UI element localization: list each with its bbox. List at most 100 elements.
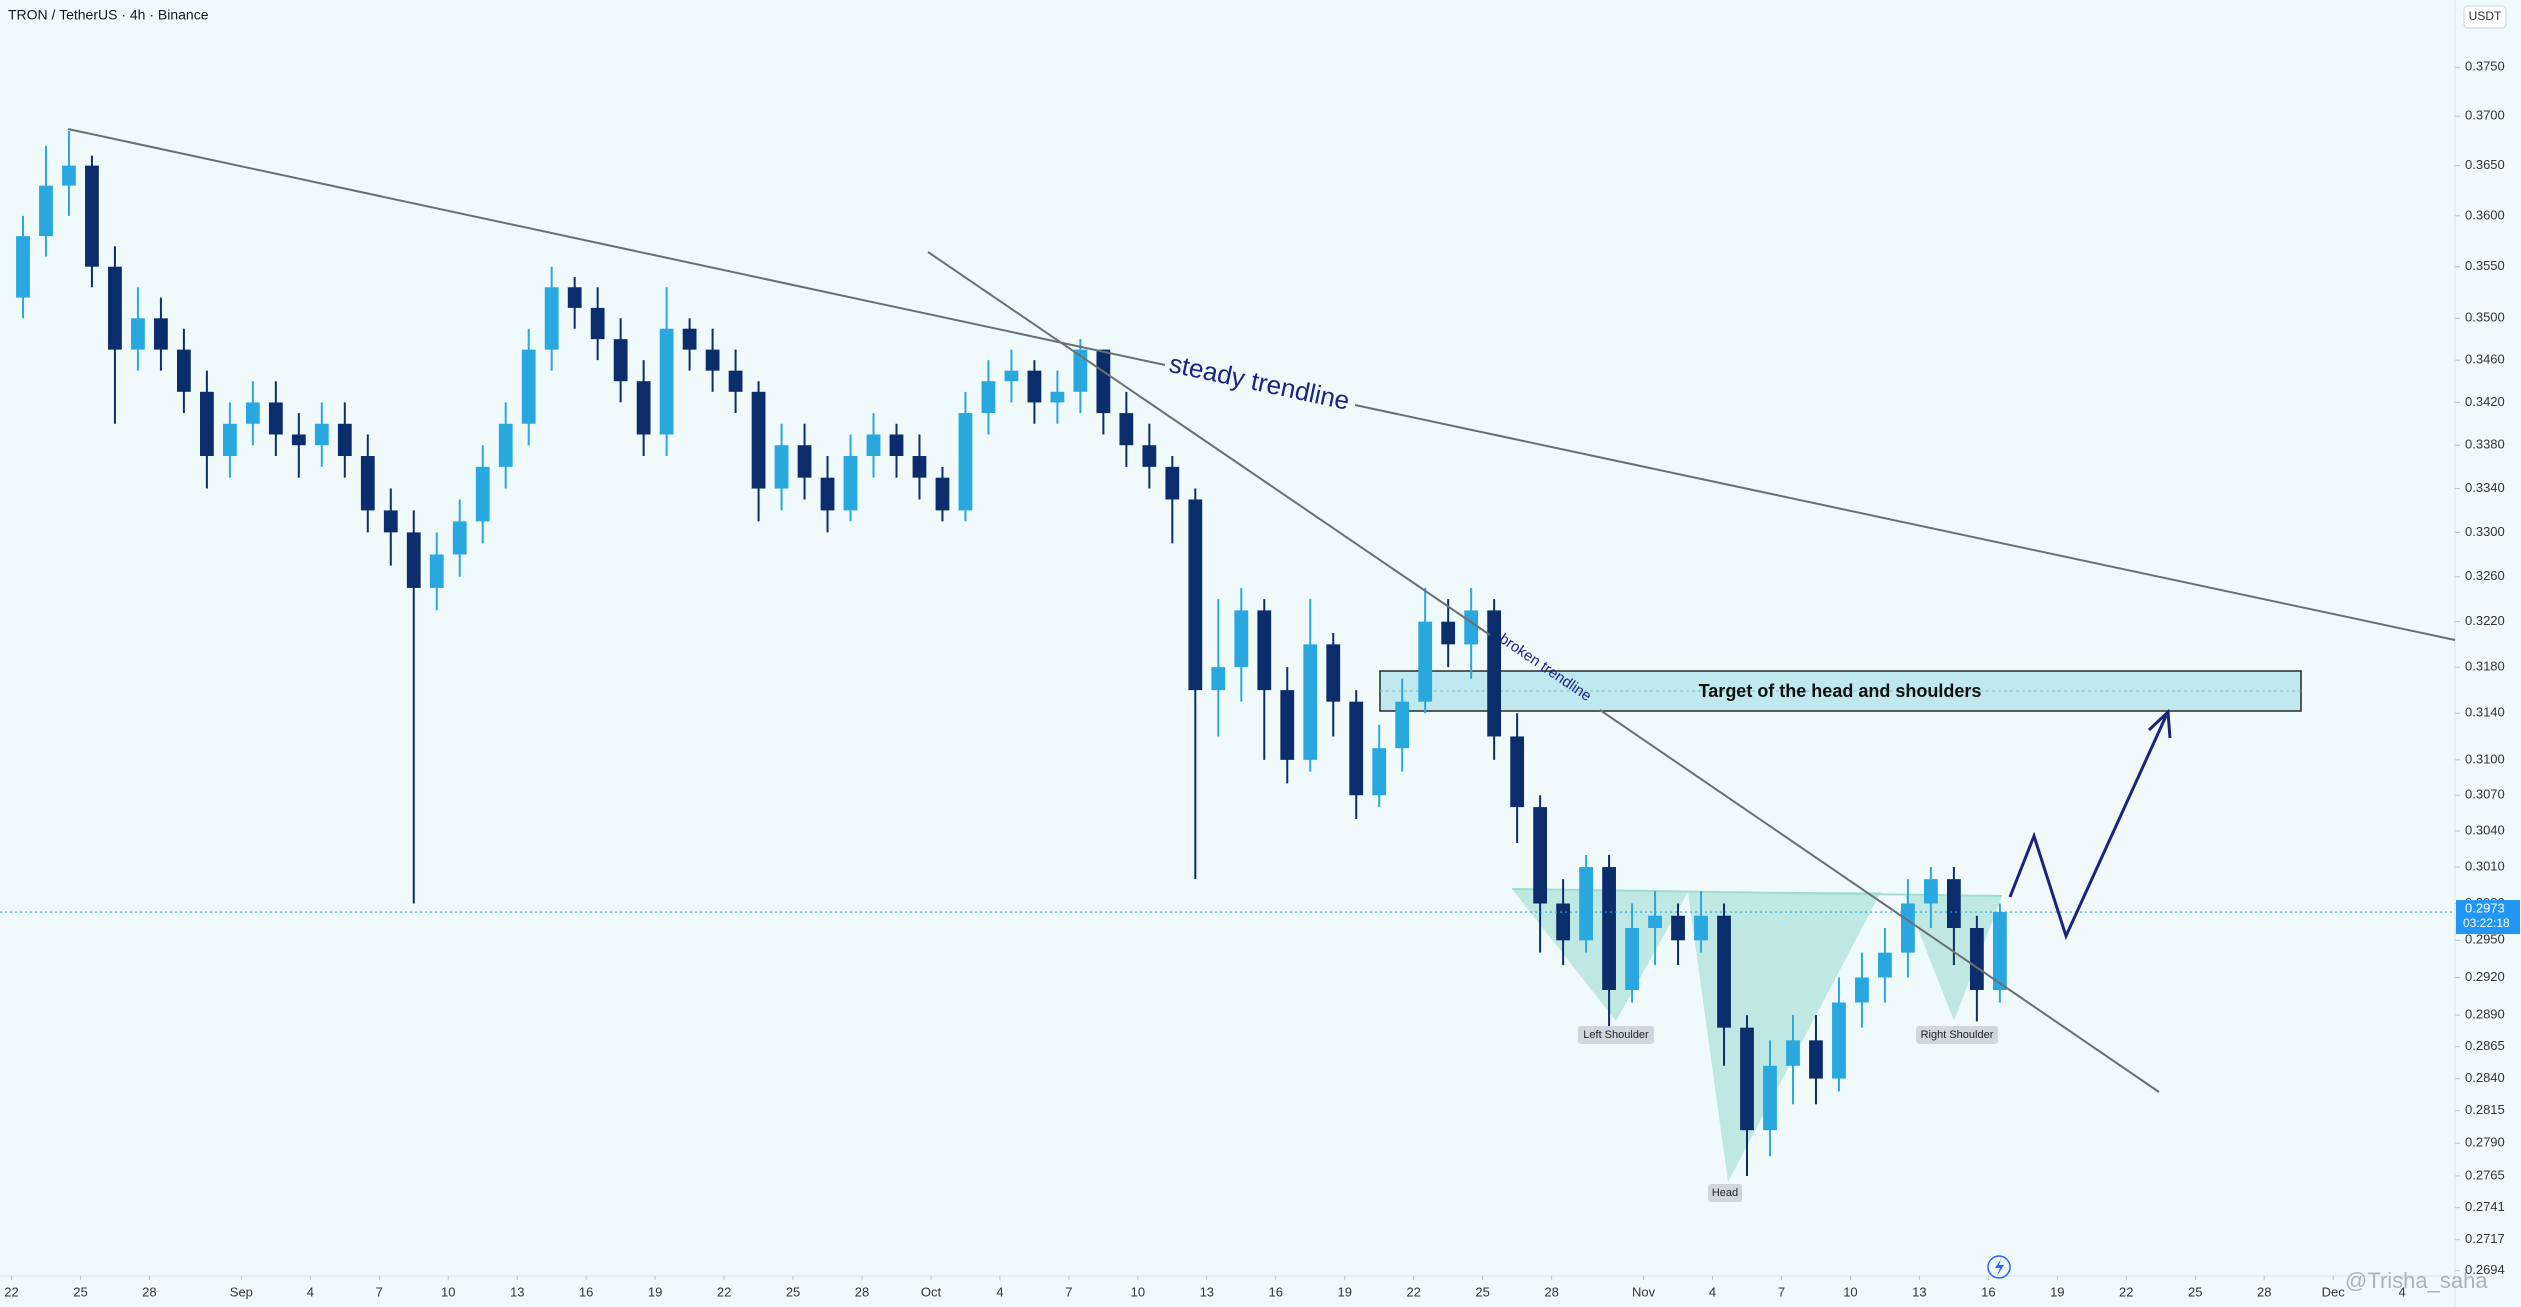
- y-tick-label: 0.3380: [2465, 437, 2505, 452]
- candle-body: [245, 402, 260, 424]
- x-tick-label: 4: [2399, 1284, 2406, 1299]
- x-tick-label: 28: [2257, 1284, 2271, 1299]
- candle-body: [154, 318, 168, 350]
- x-tick-label: 4: [996, 1284, 1003, 1299]
- y-tick-label: 0.3300: [2465, 524, 2505, 539]
- y-tick-label: 0.3180: [2465, 659, 2505, 674]
- candle-body: [1717, 915, 1731, 1028]
- candle-body: [1924, 879, 1938, 904]
- candle-body: [1855, 977, 1869, 1003]
- y-tick-label: 0.2741: [2465, 1199, 2505, 1214]
- candle-body: [1992, 912, 2007, 990]
- candle-body: [958, 413, 973, 511]
- x-tick-label: 28: [142, 1284, 156, 1299]
- candle-body: [222, 423, 237, 457]
- candle-body: [705, 349, 720, 371]
- x-tick-label: 4: [307, 1284, 314, 1299]
- broken-trendline: [927, 251, 1491, 636]
- candle-body: [1694, 915, 1708, 941]
- candle-body: [1901, 903, 1915, 953]
- candle-body: [475, 466, 490, 522]
- x-tick-label: 7: [1778, 1284, 1785, 1299]
- countdown-label: 03:22:18: [2463, 916, 2510, 930]
- candle-body: [521, 349, 536, 424]
- candle-body: [590, 307, 605, 340]
- candle-body: [912, 456, 927, 478]
- candle-body: [1073, 349, 1088, 392]
- last-price-label: 0.2973: [2465, 900, 2505, 915]
- neckline: [1511, 888, 2003, 897]
- candle-body: [659, 328, 674, 435]
- candle-body: [774, 445, 789, 489]
- y-tick-label: 0.2890: [2465, 1007, 2505, 1022]
- candle-body: [176, 349, 191, 392]
- x-tick-label: 25: [1475, 1284, 1489, 1299]
- candle-body: [1786, 1040, 1800, 1066]
- candle-body: [1464, 610, 1479, 645]
- candle-body: [1556, 903, 1571, 941]
- candle-body: [682, 328, 697, 350]
- candle-body: [1027, 370, 1042, 403]
- candle-body: [820, 477, 835, 511]
- head-area: [1688, 892, 1881, 1182]
- x-tick-label: Nov: [1632, 1284, 1656, 1299]
- x-tick-label: 22: [2119, 1284, 2133, 1299]
- candle-body: [981, 381, 996, 414]
- candle-body: [1969, 927, 1984, 990]
- y-tick-label: 0.2865: [2465, 1038, 2505, 1053]
- annotation: Target of the head and shoulders: [1699, 681, 1982, 701]
- candle-body: [314, 423, 329, 446]
- x-tick-label: 28: [855, 1284, 869, 1299]
- y-tick-label: 0.2815: [2465, 1102, 2505, 1117]
- steady-trendline: [1354, 404, 2456, 641]
- x-tick-label: 25: [786, 1284, 800, 1299]
- candle-body: [1326, 644, 1341, 702]
- y-tick-label: 0.3500: [2465, 310, 2505, 325]
- candle-body: [1188, 499, 1203, 691]
- candle-body: [1533, 807, 1548, 904]
- candle-body: [498, 423, 513, 467]
- pattern-label: Right Shoulder: [1921, 1029, 1994, 1041]
- candle-body: [131, 318, 145, 350]
- candle-body: [1050, 391, 1065, 403]
- candle-body: [1832, 1002, 1846, 1079]
- candle-body: [751, 391, 766, 489]
- y-tick-label: 0.3070: [2465, 787, 2505, 802]
- x-tick-label: 19: [1337, 1284, 1351, 1299]
- y-tick-label: 0.3340: [2465, 480, 2505, 495]
- currency-label: USDT: [2469, 9, 2502, 23]
- candle-body: [1418, 621, 1433, 702]
- x-tick-label: 22: [1406, 1284, 1420, 1299]
- candle-body: [360, 456, 375, 511]
- candle-body: [866, 434, 881, 457]
- label-box: [1578, 1026, 1654, 1044]
- candle-body: [16, 236, 30, 298]
- candle-body: [1648, 915, 1662, 928]
- y-tick-label: 0.3460: [2465, 352, 2505, 367]
- label-box: [1708, 1184, 1742, 1202]
- y-tick-label: 0.2694: [2465, 1262, 2505, 1277]
- x-tick-label: 16: [579, 1284, 593, 1299]
- y-tick-label: 0.3420: [2465, 394, 2505, 409]
- y-tick-label: 0.3650: [2465, 157, 2505, 172]
- y-tick-label: 0.3010: [2465, 858, 2505, 873]
- target-box: [1379, 670, 2302, 712]
- candle-body: [1441, 621, 1456, 645]
- x-tick-label: 22: [4, 1284, 18, 1299]
- watermark: @Trisha_saha: [2345, 1268, 2488, 1293]
- y-tick-label: 0.2717: [2465, 1231, 2505, 1246]
- replay-icon[interactable]: [1987, 1255, 2011, 1279]
- candle-body: [728, 370, 743, 392]
- y-tick-label: 0.2790: [2465, 1135, 2505, 1150]
- label-box: [1916, 1026, 1998, 1044]
- x-tick-label: 13: [1912, 1284, 1926, 1299]
- candle-body: [1763, 1065, 1777, 1131]
- candle-body: [1142, 445, 1157, 467]
- candle-body: [1119, 413, 1134, 446]
- x-tick-label: 13: [1200, 1284, 1214, 1299]
- candle-body: [1004, 370, 1019, 382]
- x-tick-label: 16: [1981, 1284, 1995, 1299]
- candle-body: [797, 445, 812, 478]
